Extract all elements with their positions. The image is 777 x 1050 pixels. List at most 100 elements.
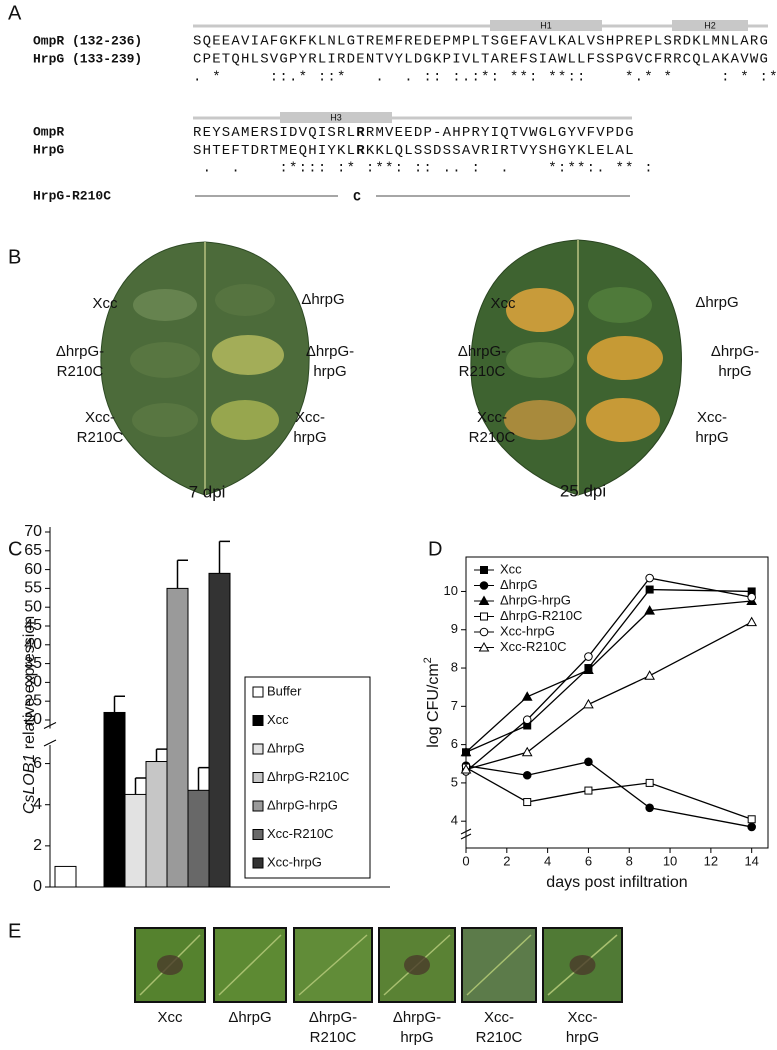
y-tick-label: 70 [24, 523, 42, 540]
leaf-caption: 25 dpi [560, 481, 606, 500]
sequence-label: OmpR [33, 124, 64, 139]
sequence-part: SHTEFTDRTMEQHIYKL [193, 143, 356, 159]
leaf-label: Xcc [157, 1009, 183, 1026]
leaf-label: Xcc- [85, 409, 115, 426]
helix-box [672, 20, 748, 31]
lesion [157, 955, 183, 975]
marker [583, 664, 594, 674]
leaf-label: Xcc [92, 295, 118, 312]
bar [145, 761, 168, 888]
mutant-residue: C [353, 189, 361, 204]
sequence-part: RMVEEDP-AHPRYIQTVWGLGYVFVPDG [366, 125, 635, 141]
marker [460, 746, 472, 757]
highlight-residue: R [356, 143, 366, 159]
bar [208, 572, 231, 888]
series-line [465, 767, 752, 820]
leaf-caption: 7 dpi [189, 482, 226, 501]
x-tick-label: 0 [462, 853, 469, 868]
highlight-residue: R [356, 125, 366, 141]
leaf-label: Xcc- [477, 409, 507, 426]
sequence: SQEEAVIAFGKFKLNLGTREMFREDEPMPLTSGEFAVLKA… [193, 34, 769, 50]
legend-label: ΔhrpG-hrpG [500, 592, 571, 607]
y-tick-label: 25 [24, 692, 42, 709]
y-axis-label-italic: CsLOB1 [21, 754, 38, 814]
marker [644, 670, 656, 680]
y-tick-label: 45 [24, 617, 42, 634]
x-tick-label: 14 [744, 853, 758, 868]
marker [645, 803, 654, 813]
y-tick-label: 4 [451, 813, 458, 828]
y-tick-label: 0 [33, 878, 42, 895]
legend-label: ΔhrpG [500, 577, 538, 592]
marker [584, 757, 593, 767]
marker [747, 822, 756, 832]
series-line [465, 761, 752, 828]
legend-marker [478, 641, 490, 652]
y-tick-label: 30 [24, 674, 42, 691]
leaf-vein [466, 934, 532, 996]
legend-label: Xcc-R210C [267, 826, 333, 841]
helix-box [280, 112, 392, 123]
marker [645, 573, 654, 583]
marker [521, 746, 533, 757]
error-bar [113, 695, 125, 713]
panel-e: Xcc ΔhrpG ΔhrpG- R210C ΔhrpG-hrpG Xcc- R210C Xc… [134, 927, 623, 1046]
legend-label: Buffer [267, 683, 302, 698]
leaf-vein [218, 934, 282, 996]
error-bar [155, 748, 167, 762]
legend-label: ΔhrpG-R210C [500, 608, 582, 623]
lesion [404, 955, 430, 975]
marker [521, 691, 533, 701]
marker [645, 585, 654, 594]
leaf-label: ΔhrpG- [711, 343, 759, 360]
leaf-label: R210C [57, 363, 104, 380]
helix-label: H1 [540, 20, 552, 30]
leaf-label: Xcc- [568, 1009, 598, 1026]
legend-swatch [252, 715, 264, 726]
leaf-photo [293, 927, 373, 1003]
panel-label: D [428, 538, 442, 560]
leaf-label: Xcc [490, 295, 516, 312]
x-tick-label: 8 [626, 853, 633, 868]
axis-break [460, 828, 472, 840]
y-tick-label: 7 [451, 698, 458, 713]
helix-label: H3 [330, 112, 342, 122]
legend-label: Xcc [267, 712, 289, 727]
helix-label: H2 [704, 20, 716, 30]
y-tick-label: 35 [24, 655, 42, 672]
leaf-label: ΔhrpG [695, 294, 738, 311]
legend-label: ΔhrpG [267, 740, 305, 755]
leaf-label: ΔhrpG [301, 291, 344, 308]
x-tick-label: 12 [704, 853, 718, 868]
legend-box [244, 676, 371, 879]
legend-marker [479, 581, 489, 590]
leaf-photo [470, 239, 682, 496]
legend-marker [480, 566, 488, 574]
leaf-label: ΔhrpG- [393, 1009, 441, 1026]
leaf-photo [213, 927, 287, 1003]
y-tick-label: 5 [451, 774, 458, 789]
leaf-label: hrpG [695, 429, 728, 446]
marker [584, 652, 593, 661]
x-axis-label: days post infiltration [546, 874, 687, 891]
panel-label: E [8, 920, 21, 942]
lesion [569, 955, 596, 975]
marker [583, 698, 594, 709]
x-tick-label: 4 [544, 853, 551, 868]
sequence-label: HrpG [33, 142, 64, 157]
marker [746, 616, 758, 627]
leaf-photo [100, 241, 310, 496]
y-tick-label: 10 [444, 583, 458, 598]
legend-marker [478, 595, 490, 605]
bar [187, 789, 210, 888]
panel-b-labels: 7 dpi Xcc ΔhrpG ΔhrpG- R210C ΔhrpG-hrpG Xcc- R2… [56, 291, 759, 502]
leaf-label: R210C [77, 429, 124, 446]
legend-swatch [252, 743, 264, 755]
x-tick-label: 10 [663, 853, 677, 868]
leaf-label: Xcc- [484, 1009, 514, 1026]
sequence-part: REYSAMERSIDVQISRL [193, 125, 356, 141]
conservation: . . :*::: :* :**: :: .. : . *:**:. ** : [193, 161, 654, 177]
error-bar [197, 766, 209, 791]
legend-marker [480, 612, 488, 621]
